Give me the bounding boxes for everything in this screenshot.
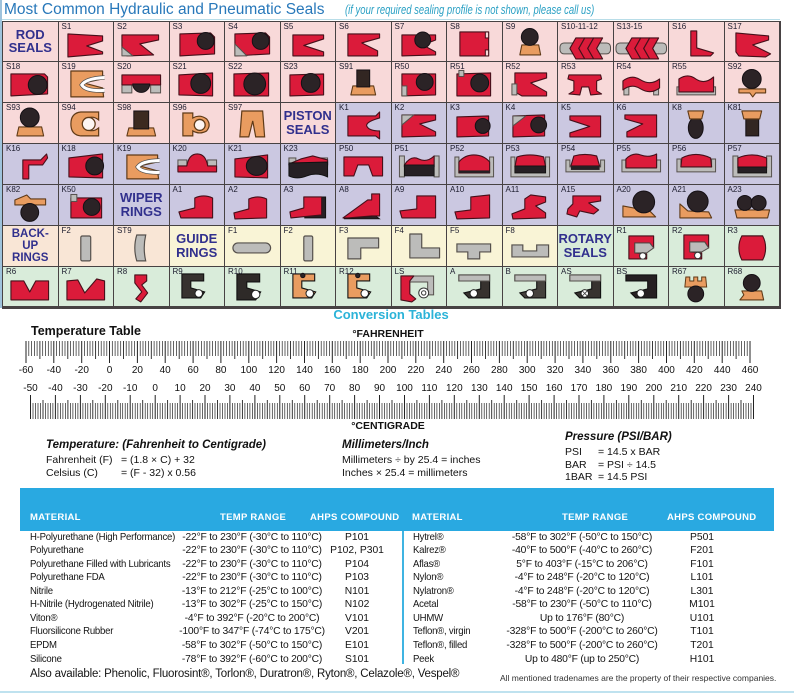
svg-text:90: 90 — [374, 383, 386, 394]
svg-text:0: 0 — [152, 383, 158, 394]
svg-text:140: 140 — [496, 383, 513, 394]
svg-text:100: 100 — [240, 365, 257, 376]
svg-text:-40: -40 — [48, 383, 63, 394]
svg-text:180: 180 — [596, 383, 613, 394]
svg-text:300: 300 — [519, 365, 536, 376]
svg-text:260: 260 — [463, 365, 480, 376]
svg-text:240: 240 — [435, 365, 452, 376]
svg-text:360: 360 — [602, 365, 619, 376]
svg-text:60: 60 — [188, 365, 200, 376]
svg-text:190: 190 — [620, 383, 637, 394]
svg-text:380: 380 — [630, 365, 647, 376]
svg-text:180: 180 — [352, 365, 369, 376]
svg-text:120: 120 — [268, 365, 285, 376]
svg-text:0: 0 — [107, 365, 113, 376]
svg-text:120: 120 — [446, 383, 463, 394]
svg-text:170: 170 — [571, 383, 588, 394]
svg-text:30: 30 — [224, 383, 236, 394]
svg-text:150: 150 — [521, 383, 538, 394]
svg-text:20: 20 — [199, 383, 211, 394]
svg-text:-20: -20 — [98, 383, 113, 394]
svg-text:100: 100 — [396, 383, 413, 394]
svg-text:-30: -30 — [73, 383, 88, 394]
svg-text:80: 80 — [349, 383, 361, 394]
svg-text:-50: -50 — [23, 383, 38, 394]
svg-text:220: 220 — [695, 383, 712, 394]
svg-text:50: 50 — [274, 383, 286, 394]
svg-text:160: 160 — [324, 365, 341, 376]
svg-text:140: 140 — [296, 365, 313, 376]
svg-text:20: 20 — [132, 365, 144, 376]
svg-text:70: 70 — [324, 383, 336, 394]
svg-text:-40: -40 — [47, 365, 62, 376]
svg-text:460: 460 — [742, 365, 759, 376]
svg-text:420: 420 — [686, 365, 703, 376]
svg-text:80: 80 — [215, 365, 227, 376]
svg-text:230: 230 — [720, 383, 737, 394]
svg-text:340: 340 — [575, 365, 592, 376]
svg-text:-60: -60 — [19, 365, 34, 376]
svg-text:40: 40 — [249, 383, 261, 394]
svg-text:200: 200 — [645, 383, 662, 394]
svg-text:440: 440 — [714, 365, 731, 376]
svg-text:280: 280 — [491, 365, 508, 376]
svg-text:240: 240 — [745, 383, 762, 394]
svg-text:-20: -20 — [74, 365, 89, 376]
svg-text:-10: -10 — [123, 383, 138, 394]
svg-text:130: 130 — [471, 383, 488, 394]
svg-text:220: 220 — [407, 365, 424, 376]
svg-text:400: 400 — [658, 365, 675, 376]
svg-text:10: 10 — [175, 383, 187, 394]
svg-text:160: 160 — [546, 383, 563, 394]
svg-text:110: 110 — [421, 383, 437, 394]
svg-text:320: 320 — [547, 365, 564, 376]
svg-text:40: 40 — [160, 365, 172, 376]
svg-text:210: 210 — [670, 383, 687, 394]
svg-text:200: 200 — [380, 365, 397, 376]
svg-text:60: 60 — [299, 383, 311, 394]
